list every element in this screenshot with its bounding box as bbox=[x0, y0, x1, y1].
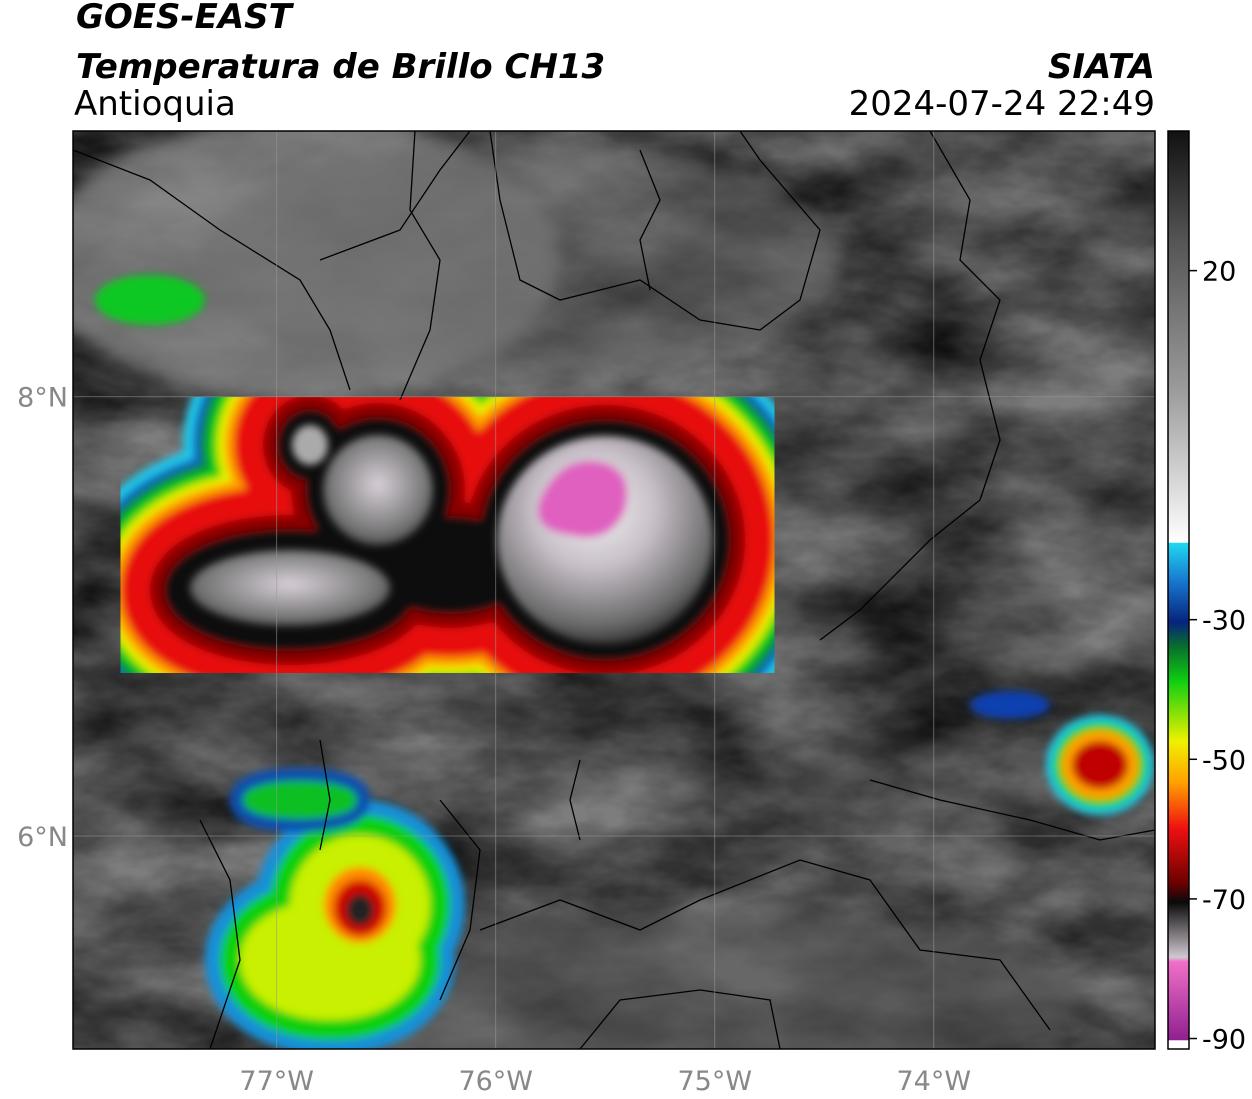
map-frame bbox=[72, 130, 1156, 1050]
lon-label: 74°W bbox=[897, 1066, 972, 1097]
colorbar bbox=[1167, 130, 1190, 1050]
colorbar-tick-label: -50 bbox=[1202, 745, 1246, 776]
borders bbox=[73, 131, 1155, 1049]
lat-label: 6°N bbox=[17, 822, 68, 853]
subtitle: Temperatura de Brillo CH13 bbox=[76, 47, 605, 87]
title: GOES-EAST bbox=[76, 0, 295, 37]
graticule bbox=[73, 131, 1155, 1049]
colorbar-ticks: 20 -30 -50 -70 -90 bbox=[1189, 257, 1246, 1056]
datetime: 2024-07-24 22:49 bbox=[849, 84, 1155, 124]
lon-label: 77°W bbox=[239, 1066, 314, 1097]
colorbar-tick-label: -30 bbox=[1202, 606, 1246, 637]
region: Antioquia bbox=[74, 84, 236, 124]
colorbar-tick-label: -90 bbox=[1202, 1025, 1246, 1056]
lon-label: 75°W bbox=[677, 1066, 752, 1097]
source: SIATA bbox=[1048, 47, 1155, 87]
axis-labels: 77°W 76°W 75°W 74°W 8°N 6°N bbox=[17, 383, 971, 1097]
map bbox=[73, 131, 1155, 1049]
lat-label: 8°N bbox=[17, 383, 68, 414]
lon-label: 76°W bbox=[458, 1066, 533, 1097]
colorbar-tick-label: 20 bbox=[1202, 257, 1236, 288]
colorbar-tick-label: -70 bbox=[1202, 885, 1246, 916]
